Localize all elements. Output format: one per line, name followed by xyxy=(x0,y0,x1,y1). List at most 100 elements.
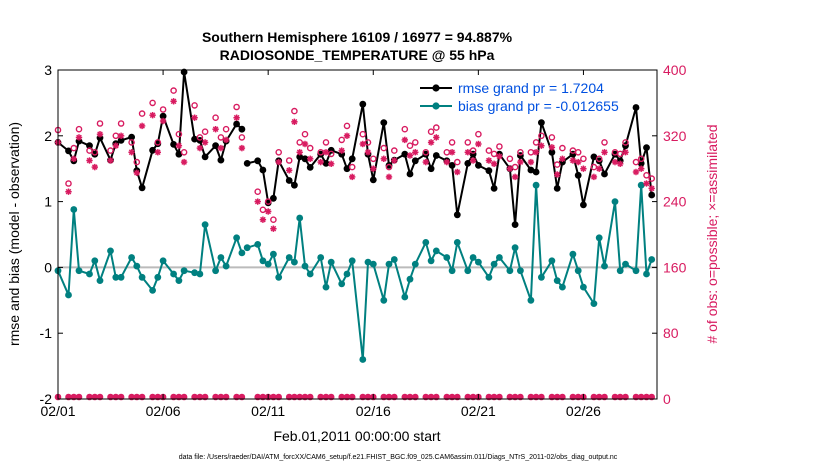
bias-point xyxy=(427,257,435,265)
rmse-point xyxy=(637,160,645,167)
bias-point xyxy=(511,244,519,252)
obs-assimilated-stroke xyxy=(443,159,450,165)
bias-point xyxy=(201,221,209,229)
obs-possible-marker xyxy=(401,125,409,133)
obs-possible-marker xyxy=(517,148,524,156)
obs-assimilated-marker xyxy=(96,131,104,138)
obs-assimilated-stroke xyxy=(265,208,272,215)
obs-possible-marker xyxy=(96,120,104,127)
rmse-point xyxy=(411,157,419,165)
obs-assimilated-stroke xyxy=(307,155,314,162)
bias-point xyxy=(291,258,298,266)
y-tick-label-right: 80 xyxy=(663,325,679,341)
obs-assimilated-stroke xyxy=(622,149,629,156)
bias-point xyxy=(406,275,414,283)
obs-possible-marker xyxy=(159,106,167,113)
obs-assimilated-marker xyxy=(75,134,83,141)
bias-point xyxy=(532,181,540,189)
obs-assimilated-stroke xyxy=(302,141,308,147)
obs-assimilated-marker xyxy=(622,149,629,156)
obs-assimilated-stroke xyxy=(391,157,398,164)
bias-point xyxy=(264,260,272,268)
obs-assimilated-marker xyxy=(222,136,230,144)
obs-assimilated-stroke xyxy=(212,126,219,133)
rmse-point xyxy=(643,144,650,152)
bias-point xyxy=(70,206,78,213)
rmse-point xyxy=(306,164,314,171)
obs-assimilated-stroke xyxy=(470,157,476,164)
bias-point xyxy=(443,254,451,261)
obs-possible-marker xyxy=(559,144,566,152)
obs-assimilated-stroke xyxy=(112,142,119,149)
obs-possible-marker xyxy=(128,139,135,146)
obs-assimilated-marker xyxy=(259,216,267,223)
bias-point xyxy=(317,254,325,261)
obs-assimilated-marker xyxy=(328,160,335,167)
bias-point xyxy=(238,249,246,257)
rmse-point xyxy=(65,147,72,155)
obs-possible-marker xyxy=(490,150,498,158)
obs-possible-marker xyxy=(632,158,640,166)
obs-assimilated-marker xyxy=(590,173,598,181)
bias-point xyxy=(301,262,309,270)
obs-assimilated-stroke xyxy=(591,174,597,180)
obs-assimilated-stroke xyxy=(559,155,566,162)
obs-assimilated-marker xyxy=(596,165,603,172)
obs-possible-marker xyxy=(601,139,608,146)
obs-assimilated-stroke xyxy=(359,141,366,147)
y-tick-label-left: 1 xyxy=(44,194,52,210)
bias-point xyxy=(343,270,351,278)
plot-frame xyxy=(57,69,658,400)
obs-assimilated-marker xyxy=(265,208,272,215)
obs-assimilated-marker xyxy=(485,157,493,164)
obs-assimilated-stroke xyxy=(76,134,82,141)
legend-rmse-marker xyxy=(432,84,440,92)
obs-assimilated-marker xyxy=(275,158,282,166)
bias-point xyxy=(538,273,545,281)
bias-point xyxy=(154,273,162,281)
obs-possible-marker xyxy=(133,158,141,166)
y-tick-label-right: 0 xyxy=(663,391,671,407)
rmse-point xyxy=(159,112,167,120)
bias-point xyxy=(490,260,498,268)
bias-point xyxy=(296,214,304,222)
obs-assimilated-stroke xyxy=(507,165,513,172)
bias-point xyxy=(338,280,346,288)
bias-point xyxy=(96,277,104,284)
rmse-point xyxy=(285,177,293,184)
obs-assimilated-marker xyxy=(65,188,72,195)
obs-assimilated-marker xyxy=(569,157,577,164)
obs-possible-marker xyxy=(180,148,188,156)
obs-assimilated-stroke xyxy=(533,149,540,156)
obs-assimilated-marker xyxy=(217,144,225,152)
obs-possible-marker xyxy=(222,125,230,133)
obs-assimilated-marker xyxy=(427,139,435,146)
obs-assimilated-marker xyxy=(291,118,298,125)
obs-assimilated-stroke xyxy=(170,98,177,105)
rmse-point xyxy=(238,125,246,133)
y-tick-label-left: -2 xyxy=(40,391,53,407)
rmse-point xyxy=(527,166,535,174)
obs-possible-marker xyxy=(291,107,298,115)
obs-assimilated-stroke xyxy=(449,149,455,156)
obs-assimilated-marker xyxy=(412,149,419,156)
obs-assimilated-marker xyxy=(112,142,119,149)
bias-point xyxy=(222,262,230,270)
rmse-point xyxy=(590,153,598,161)
obs-possible-marker xyxy=(432,124,440,131)
obs-assimilated-marker xyxy=(154,149,161,156)
obs-assimilated-marker xyxy=(238,144,246,152)
bias-point xyxy=(527,296,535,304)
obs-assimilated-marker xyxy=(422,158,429,166)
obs-possible-marker xyxy=(91,148,99,156)
obs-possible-marker xyxy=(385,163,393,171)
bias-point xyxy=(91,257,99,265)
obs-assimilated-marker xyxy=(180,158,188,166)
x-axis-label: Feb.01,2011 00:00:00 start xyxy=(273,428,440,444)
rmse-point xyxy=(86,142,93,150)
obs-assimilated-marker xyxy=(359,140,366,148)
obs-assimilated-marker xyxy=(286,167,293,174)
obs-assimilated-stroke xyxy=(254,198,261,205)
obs-assimilated-stroke xyxy=(433,134,440,141)
